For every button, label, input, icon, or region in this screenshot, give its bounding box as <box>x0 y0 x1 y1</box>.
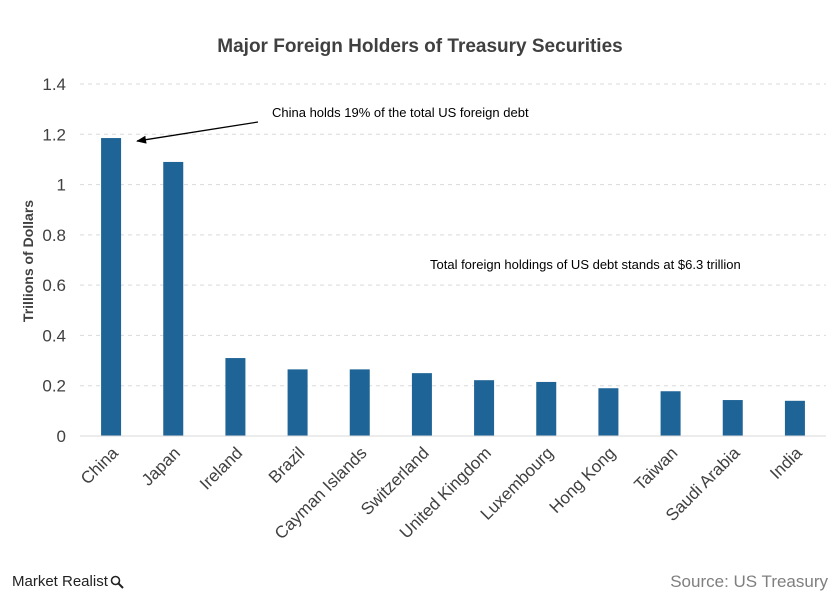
bar-ireland <box>225 358 246 436</box>
x-tick-label: Japan <box>138 443 184 489</box>
bar-china <box>101 138 122 437</box>
annotation-total-holdings: Total foreign holdings of US debt stands… <box>430 257 741 272</box>
y-axis-label: Trillions of Dollars <box>20 200 36 322</box>
bar-brazil <box>287 369 308 436</box>
y-tick-label: 0 <box>57 427 66 446</box>
bar-hong-kong <box>598 388 619 436</box>
bar-cayman-islands <box>349 369 370 436</box>
y-tick-label: 1 <box>57 176 66 195</box>
x-tick-label: Hong Kong <box>546 443 620 517</box>
bar-japan <box>163 161 184 436</box>
x-tick-label: China <box>77 443 122 488</box>
bar-luxembourg <box>536 381 557 436</box>
bar-india <box>784 400 805 436</box>
y-tick-label: 0.4 <box>42 326 66 345</box>
bars <box>101 138 805 437</box>
gridlines <box>80 83 826 387</box>
annotation-arrow <box>136 121 259 144</box>
brand-name: Market Realist <box>12 573 108 590</box>
x-tick-label: Taiwan <box>631 443 682 494</box>
bar-saudi-arabia <box>722 400 743 436</box>
bar-taiwan <box>660 391 681 436</box>
annotation-china-share: China holds 19% of the total US foreign … <box>272 105 529 120</box>
y-tick-label: 0.2 <box>42 377 66 396</box>
y-tick-label: 0.8 <box>42 226 66 245</box>
magnifier-icon <box>110 575 124 589</box>
chart-title: Major Foreign Holders of Treasury Securi… <box>217 36 622 57</box>
brand-logo: Market Realist <box>12 573 124 590</box>
bar-switzerland <box>411 373 432 436</box>
x-tick-label: India <box>766 443 806 483</box>
x-tick-label: Ireland <box>196 443 246 493</box>
y-axis-ticks: 0 0.2 0.4 0.6 0.8 1 1.2 1.4 <box>42 75 66 446</box>
bar-united-kingdom <box>474 380 495 436</box>
source-note: Source: US Treasury <box>670 572 828 591</box>
y-tick-label: 1.4 <box>42 75 66 94</box>
y-tick-label: 1.2 <box>42 125 66 144</box>
y-tick-label: 0.6 <box>42 276 66 295</box>
x-tick-label: Brazil <box>265 443 308 486</box>
